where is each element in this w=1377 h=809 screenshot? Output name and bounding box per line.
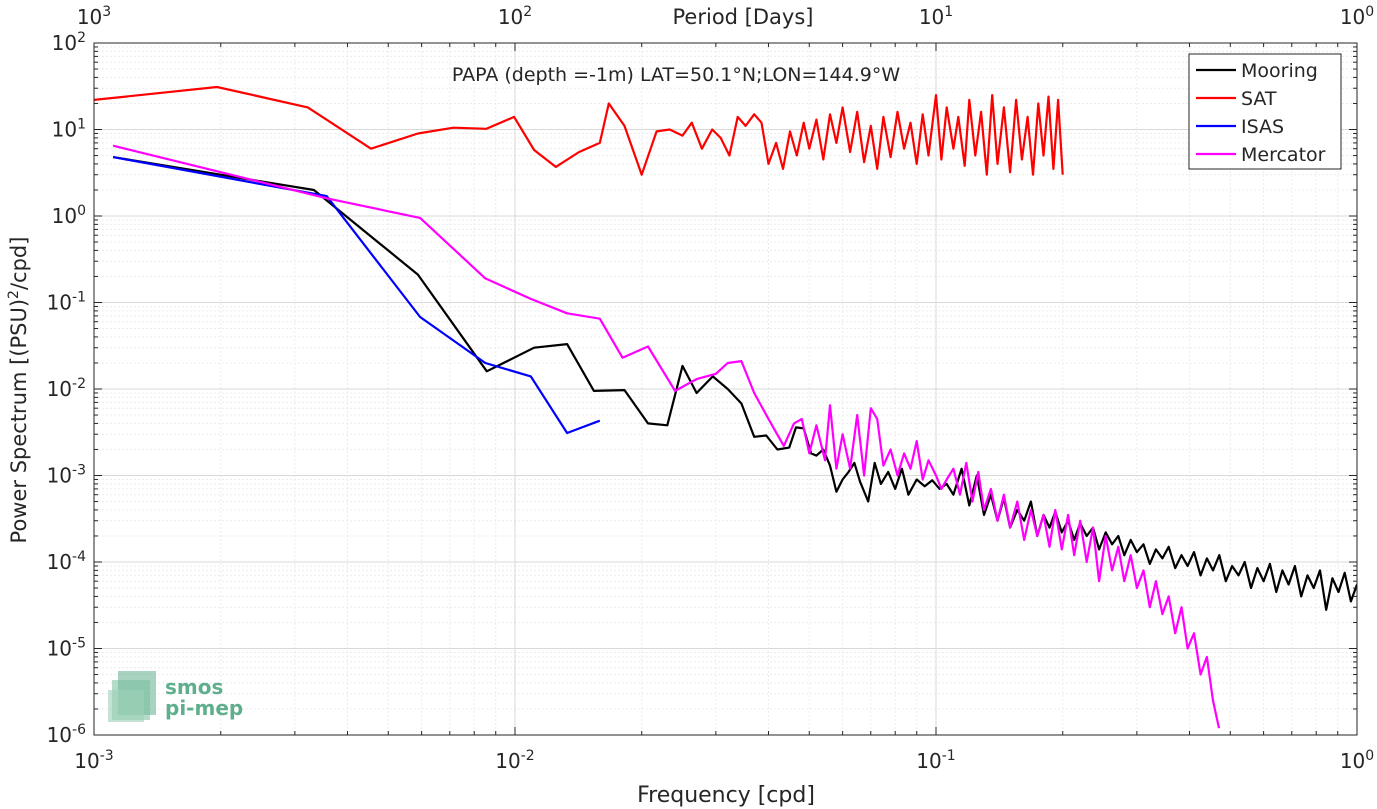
y-tick-label-base: 10 bbox=[47, 377, 72, 401]
x-axis-label: Frequency [cpd] bbox=[637, 783, 815, 808]
y-tick-label: 10-3 bbox=[47, 463, 86, 488]
y-tick-label-exponent: -1 bbox=[72, 290, 86, 306]
y-tick-label-exponent: -6 bbox=[72, 722, 86, 738]
y-tick-label: 10-5 bbox=[47, 636, 86, 661]
x-tick-label-base: 10 bbox=[74, 749, 99, 773]
top-tick-label-exponent: 0 bbox=[1365, 4, 1374, 20]
y-tick-label-exponent: -4 bbox=[72, 549, 86, 565]
x-tick-labels: 10-3 10-2 10-1 100 bbox=[74, 748, 1374, 773]
x-tick-label: 10-3 bbox=[74, 748, 113, 773]
x-tick-label-exponent: -1 bbox=[942, 748, 956, 764]
y-tick-label: 10-6 bbox=[47, 722, 87, 747]
logo-mark-icon bbox=[108, 671, 156, 722]
minor-grid bbox=[94, 43, 1357, 735]
y-tick-label: 102 bbox=[52, 30, 86, 55]
series-line-mercator bbox=[112, 144, 1221, 729]
y-axis-label-sup: 2 bbox=[6, 290, 22, 299]
legend-label-isas: ISAS bbox=[1241, 116, 1284, 138]
top-tick-label: 101 bbox=[919, 4, 953, 29]
logo-text-pi-mep: pi-mep bbox=[165, 696, 243, 720]
x-tick-label-base: 10 bbox=[1340, 749, 1365, 773]
legend-label-sat: SAT bbox=[1241, 88, 1277, 110]
y-tick-label-exponent: 1 bbox=[77, 117, 86, 133]
top-tick-label-base: 10 bbox=[1340, 5, 1365, 29]
y-tick-label-exponent: 0 bbox=[77, 203, 86, 219]
top-tick-label-exponent: 3 bbox=[102, 4, 111, 20]
chart-title: PAPA (depth =-1m) LAT=50.1°N;LON=144.9°W bbox=[452, 64, 900, 86]
y-tick-label-base: 10 bbox=[47, 723, 72, 747]
legend-box bbox=[1188, 53, 1342, 170]
y-tick-label: 101 bbox=[52, 117, 86, 142]
y-tick-label-exponent: -2 bbox=[72, 376, 86, 392]
y-tick-label-exponent: -5 bbox=[72, 636, 86, 652]
y-tick-label-base: 10 bbox=[47, 637, 72, 661]
y-tick-label-exponent: -3 bbox=[72, 463, 86, 479]
y-tick-label-base: 10 bbox=[52, 31, 77, 55]
x-tick-label-exponent: -3 bbox=[100, 748, 114, 764]
series-line-sat bbox=[94, 85, 1064, 176]
top-tick-label-base: 10 bbox=[77, 5, 102, 29]
x-tick-label-exponent: 0 bbox=[1365, 748, 1374, 764]
x-tick-label-base: 10 bbox=[916, 749, 941, 773]
top-tick-labels: 103 102 101 100 bbox=[77, 4, 1374, 29]
top-tick-label: 102 bbox=[498, 4, 532, 29]
y-axis-label: Power Spectrum [(PSU)2/cpd] bbox=[6, 237, 31, 544]
top-tick-label-base: 10 bbox=[919, 5, 944, 29]
y-axis-label-tail: /cpd] bbox=[7, 237, 31, 290]
x-tick-label-base: 10 bbox=[495, 749, 520, 773]
top-tick-label-base: 10 bbox=[498, 5, 523, 29]
top-tick-label-exponent: 2 bbox=[523, 4, 532, 20]
series-line-isas bbox=[112, 156, 601, 435]
top-axis-label: Period [Days] bbox=[673, 5, 814, 29]
top-tick-label: 103 bbox=[77, 4, 111, 29]
x-tick-label: 10-1 bbox=[916, 748, 955, 773]
legend-label-mooring: Mooring bbox=[1241, 60, 1318, 82]
y-tick-label-base: 10 bbox=[52, 204, 77, 228]
y-tick-label: 10-2 bbox=[47, 376, 86, 401]
y-axis-label-main: Power Spectrum [(PSU) bbox=[7, 299, 31, 544]
y-tick-label: 100 bbox=[52, 203, 86, 228]
y-tick-label-base: 10 bbox=[47, 550, 72, 574]
x-tick-label: 100 bbox=[1340, 748, 1374, 773]
top-tick-label-exponent: 1 bbox=[944, 4, 953, 20]
logo-text-smos: smos bbox=[165, 675, 223, 699]
axis-ticks bbox=[93, 42, 1358, 736]
x-tick-label: 10-2 bbox=[495, 748, 534, 773]
y-tick-label-exponent: 2 bbox=[77, 30, 86, 46]
y-tick-label-base: 10 bbox=[52, 118, 77, 142]
x-tick-label-exponent: -2 bbox=[521, 748, 535, 764]
smos-pi-mep-logo: smos pi-mep bbox=[108, 671, 243, 722]
y-tick-label-base: 10 bbox=[47, 291, 72, 315]
y-tick-label-base: 10 bbox=[47, 464, 72, 488]
y-tick-label: 10-4 bbox=[47, 549, 87, 574]
series-layer bbox=[94, 85, 1357, 729]
top-tick-label: 100 bbox=[1340, 4, 1374, 29]
legend: Mooring SAT ISAS Mercator bbox=[1188, 53, 1342, 170]
legend-label-mercator: Mercator bbox=[1241, 144, 1326, 166]
y-tick-label: 10-1 bbox=[47, 290, 86, 315]
series-line-mooring bbox=[112, 156, 1357, 611]
